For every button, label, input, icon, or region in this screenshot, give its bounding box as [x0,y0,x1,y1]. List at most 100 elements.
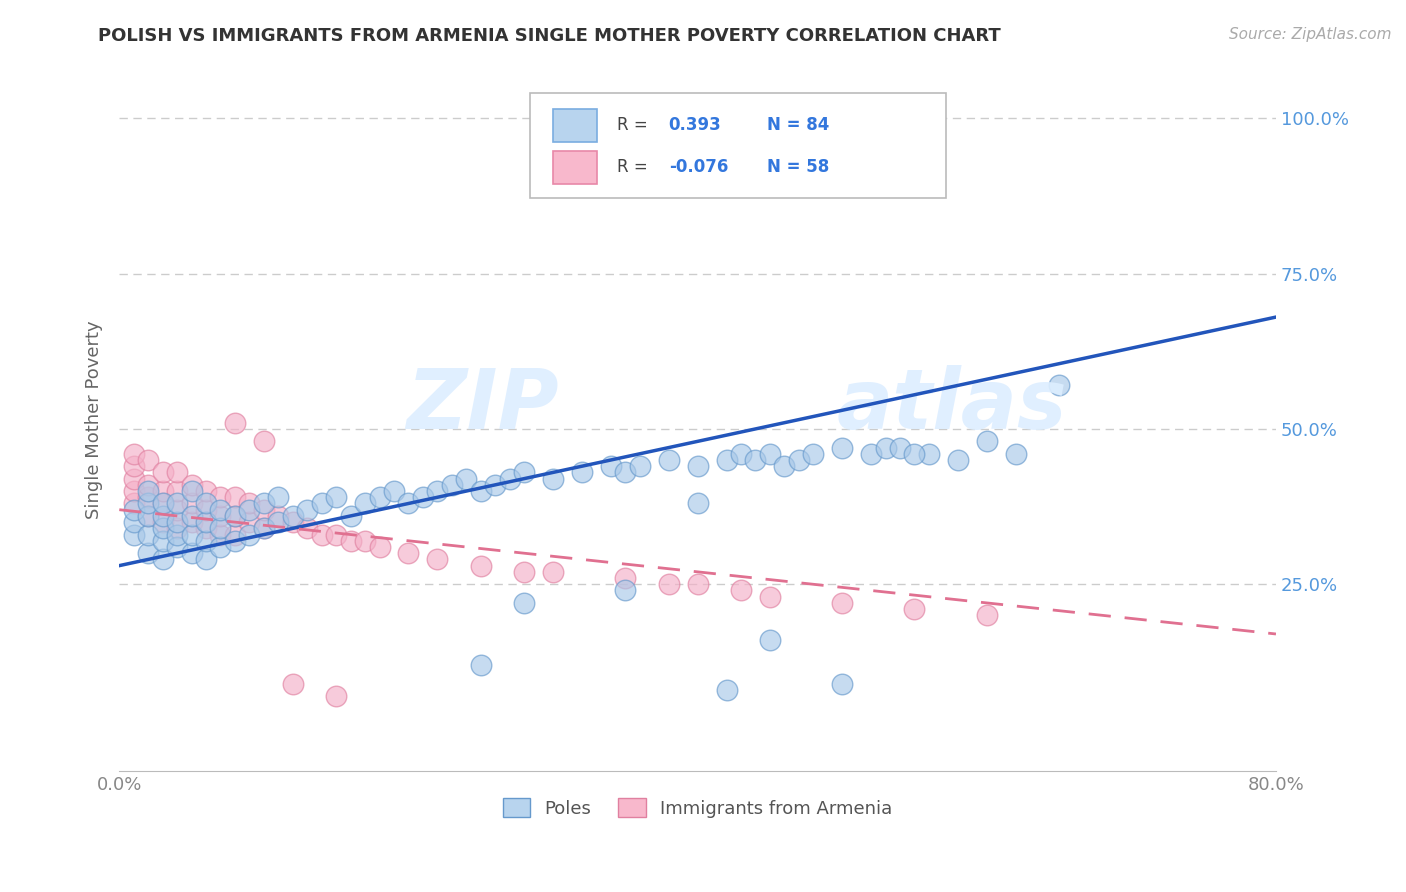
Point [152,466,174,480]
Point [224,490,246,504]
Point [136,508,159,523]
Point [889,441,911,455]
Point [136,508,159,523]
Point [541,472,564,486]
Point [209,508,232,523]
Point [166,502,188,516]
Text: R =: R = [617,158,647,176]
Point [426,484,449,499]
Point [224,416,246,430]
Text: R =: R = [617,116,647,134]
Point [122,527,145,541]
Point [253,521,276,535]
Point [513,596,536,610]
Point [686,577,709,591]
Point [354,533,377,548]
Point [152,508,174,523]
Point [136,546,159,560]
Point [903,602,925,616]
Point [180,484,202,499]
Point [180,527,202,541]
Point [195,552,218,566]
Point [339,508,361,523]
Point [628,459,651,474]
Point [267,508,290,523]
Bar [553,151,598,185]
Point [614,466,637,480]
Point [122,472,145,486]
Point [281,676,304,690]
FancyBboxPatch shape [530,93,946,198]
Point [686,496,709,510]
Point [325,527,347,541]
Point [382,484,405,499]
Point [180,508,202,523]
Point [136,478,159,492]
Point [716,682,738,697]
Point [122,515,145,529]
Point [152,496,174,510]
Point [152,533,174,548]
Point [122,484,145,499]
Point [903,447,925,461]
Point [801,447,824,461]
Point [224,508,246,523]
Point [122,459,145,474]
Point [875,441,897,455]
Point [368,540,391,554]
Point [136,484,159,499]
Point [354,496,377,510]
Point [339,533,361,548]
Point [136,490,159,504]
Point [224,527,246,541]
Point [180,515,202,529]
Point [1047,378,1070,392]
Point [152,496,174,510]
Point [831,596,853,610]
Point [281,515,304,529]
Point [484,478,506,492]
Point [195,515,218,529]
Point [166,484,188,499]
Point [513,466,536,480]
Point [253,502,276,516]
Point [136,496,159,510]
Point [238,496,260,510]
Point [831,676,853,690]
Point [152,552,174,566]
Point [325,490,347,504]
Point [311,527,333,541]
Point [571,466,593,480]
Point [195,533,218,548]
Point [195,502,218,516]
Point [136,453,159,467]
Point [152,515,174,529]
Point [1004,447,1026,461]
Point [730,447,752,461]
Y-axis label: Single Mother Poverty: Single Mother Poverty [86,320,103,519]
Point [166,466,188,480]
Point [325,689,347,703]
Text: POLISH VS IMMIGRANTS FROM ARMENIA SINGLE MOTHER POVERTY CORRELATION CHART: POLISH VS IMMIGRANTS FROM ARMENIA SINGLE… [98,27,1001,45]
Point [152,521,174,535]
Point [136,527,159,541]
Point [238,527,260,541]
Point [267,515,290,529]
Point [195,484,218,499]
Point [166,515,188,529]
Point [122,496,145,510]
Point [946,453,969,467]
Point [744,453,766,467]
Point [253,521,276,535]
Point [224,508,246,523]
Point [686,459,709,474]
Point [470,658,492,673]
Text: 0.393: 0.393 [669,116,721,134]
Point [166,540,188,554]
Bar [553,109,598,142]
Point [498,472,520,486]
Text: Source: ZipAtlas.com: Source: ZipAtlas.com [1229,27,1392,42]
Point [759,447,782,461]
Point [658,577,681,591]
Text: N = 58: N = 58 [768,158,830,176]
